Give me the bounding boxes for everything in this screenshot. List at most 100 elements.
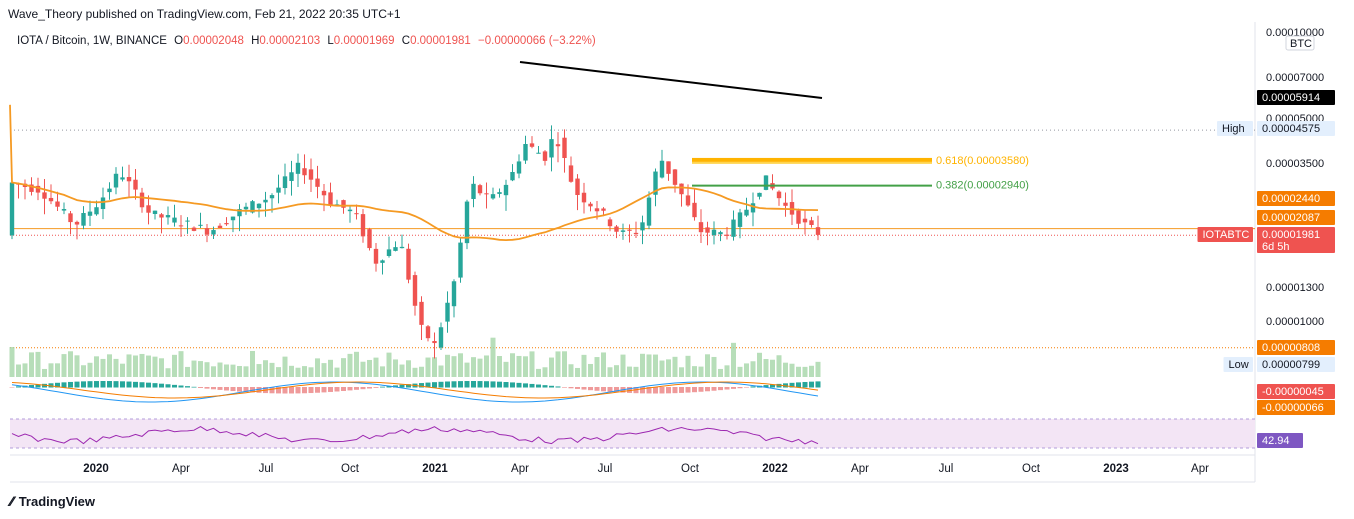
tradingview-logo-icon: ⁄⁄ (10, 493, 14, 509)
candle-body (126, 177, 132, 182)
macd-hist (81, 381, 86, 388)
macd-hist (354, 387, 359, 390)
volume-bar (484, 355, 489, 377)
macd-hist (380, 386, 385, 388)
macd-hist (451, 381, 457, 388)
macd-hist (464, 381, 470, 388)
volume-bar (497, 356, 502, 377)
candle-body (230, 216, 236, 221)
macd-hist (113, 381, 119, 388)
volume-bar (594, 357, 600, 377)
volume-bar (737, 366, 743, 377)
volume-bar (575, 367, 580, 377)
candle-body (679, 183, 684, 195)
macd-hist (87, 381, 93, 388)
candle-body (471, 183, 476, 200)
macd-hist (815, 381, 821, 388)
volume-bar (692, 366, 697, 377)
candle-body (29, 184, 34, 192)
volume-bar (783, 362, 788, 377)
candle-body (692, 202, 697, 218)
macd-hist (315, 387, 320, 393)
macd-hist (588, 387, 593, 391)
price-label-box (1257, 384, 1335, 399)
macd-hist (406, 384, 411, 388)
macd-hist (627, 387, 632, 393)
volume-bar (302, 366, 307, 377)
candle-body (250, 201, 255, 213)
candle-body (419, 301, 424, 325)
candle-body (601, 208, 606, 211)
price-tick: 0.00001000 (1266, 316, 1324, 328)
macd-hist (61, 382, 67, 388)
volume-bar (627, 366, 632, 377)
time-tick: 2022 (762, 463, 788, 475)
volume-bar (74, 355, 80, 377)
candle-body (224, 223, 229, 225)
candle-body (705, 227, 710, 233)
volume-bar (802, 366, 808, 377)
candle-body (536, 152, 541, 154)
volume-bar (276, 367, 281, 377)
candle-body (815, 227, 821, 235)
volume-bar (94, 356, 99, 377)
candle-body (308, 169, 314, 180)
candle-body (146, 205, 151, 213)
volume-bar (393, 359, 398, 377)
candle-body (516, 161, 522, 174)
candle-body (42, 192, 47, 199)
macd-hist (789, 382, 795, 388)
price-label: 0.00002087 (1262, 212, 1320, 224)
macd-hist (477, 381, 483, 388)
candle-body (198, 224, 203, 226)
volume-bar (698, 366, 704, 377)
volume-bar (770, 359, 775, 377)
volume-bar (16, 364, 21, 377)
volume-bar (614, 365, 619, 377)
candle-body (555, 144, 561, 147)
candle-body (640, 222, 645, 231)
volume-bar (152, 356, 158, 377)
candle-body (633, 232, 639, 235)
volume-bar (568, 364, 574, 377)
macd-hist (445, 381, 450, 388)
time-tick: Oct (341, 463, 360, 475)
macd-hist (510, 382, 515, 388)
candle-body (107, 188, 112, 193)
price-tick: 0.00007000 (1266, 72, 1324, 84)
price-label: -0.00000066 (1262, 402, 1324, 414)
macd-hist (432, 382, 437, 388)
macd-hist (529, 383, 535, 388)
candle-body (568, 165, 574, 182)
macd-hist (425, 382, 431, 388)
price-tag: High (1222, 123, 1245, 135)
volume-bar (237, 366, 242, 377)
price-label-box (1257, 400, 1335, 415)
volume-bar (529, 351, 535, 377)
footer-brand[interactable]: ⁄⁄ TradingView (10, 493, 96, 509)
candle-body (646, 197, 652, 226)
macd-hist (360, 387, 366, 390)
price-label-box (1257, 191, 1335, 206)
volume-bar (471, 357, 476, 377)
volume-bar (386, 352, 392, 377)
volume-bar (536, 368, 541, 377)
macd-hist (698, 387, 704, 392)
volume-bar (159, 358, 164, 377)
macd-hist (692, 387, 697, 393)
candle-body (510, 172, 515, 181)
price-label-box (1257, 210, 1335, 225)
price-tag-box (1197, 227, 1253, 242)
volume-bar (48, 363, 54, 377)
price-label: 42.94 (1262, 435, 1290, 447)
macd-hist (237, 387, 242, 392)
time-tick: Jul (259, 463, 274, 475)
candle-body (165, 215, 171, 218)
candle-body (451, 281, 457, 307)
signal-line (11, 381, 819, 399)
macd-hist (152, 383, 158, 388)
moving-average-line (9, 104, 819, 242)
volume-bar (718, 368, 723, 377)
volume-bar (68, 351, 73, 377)
